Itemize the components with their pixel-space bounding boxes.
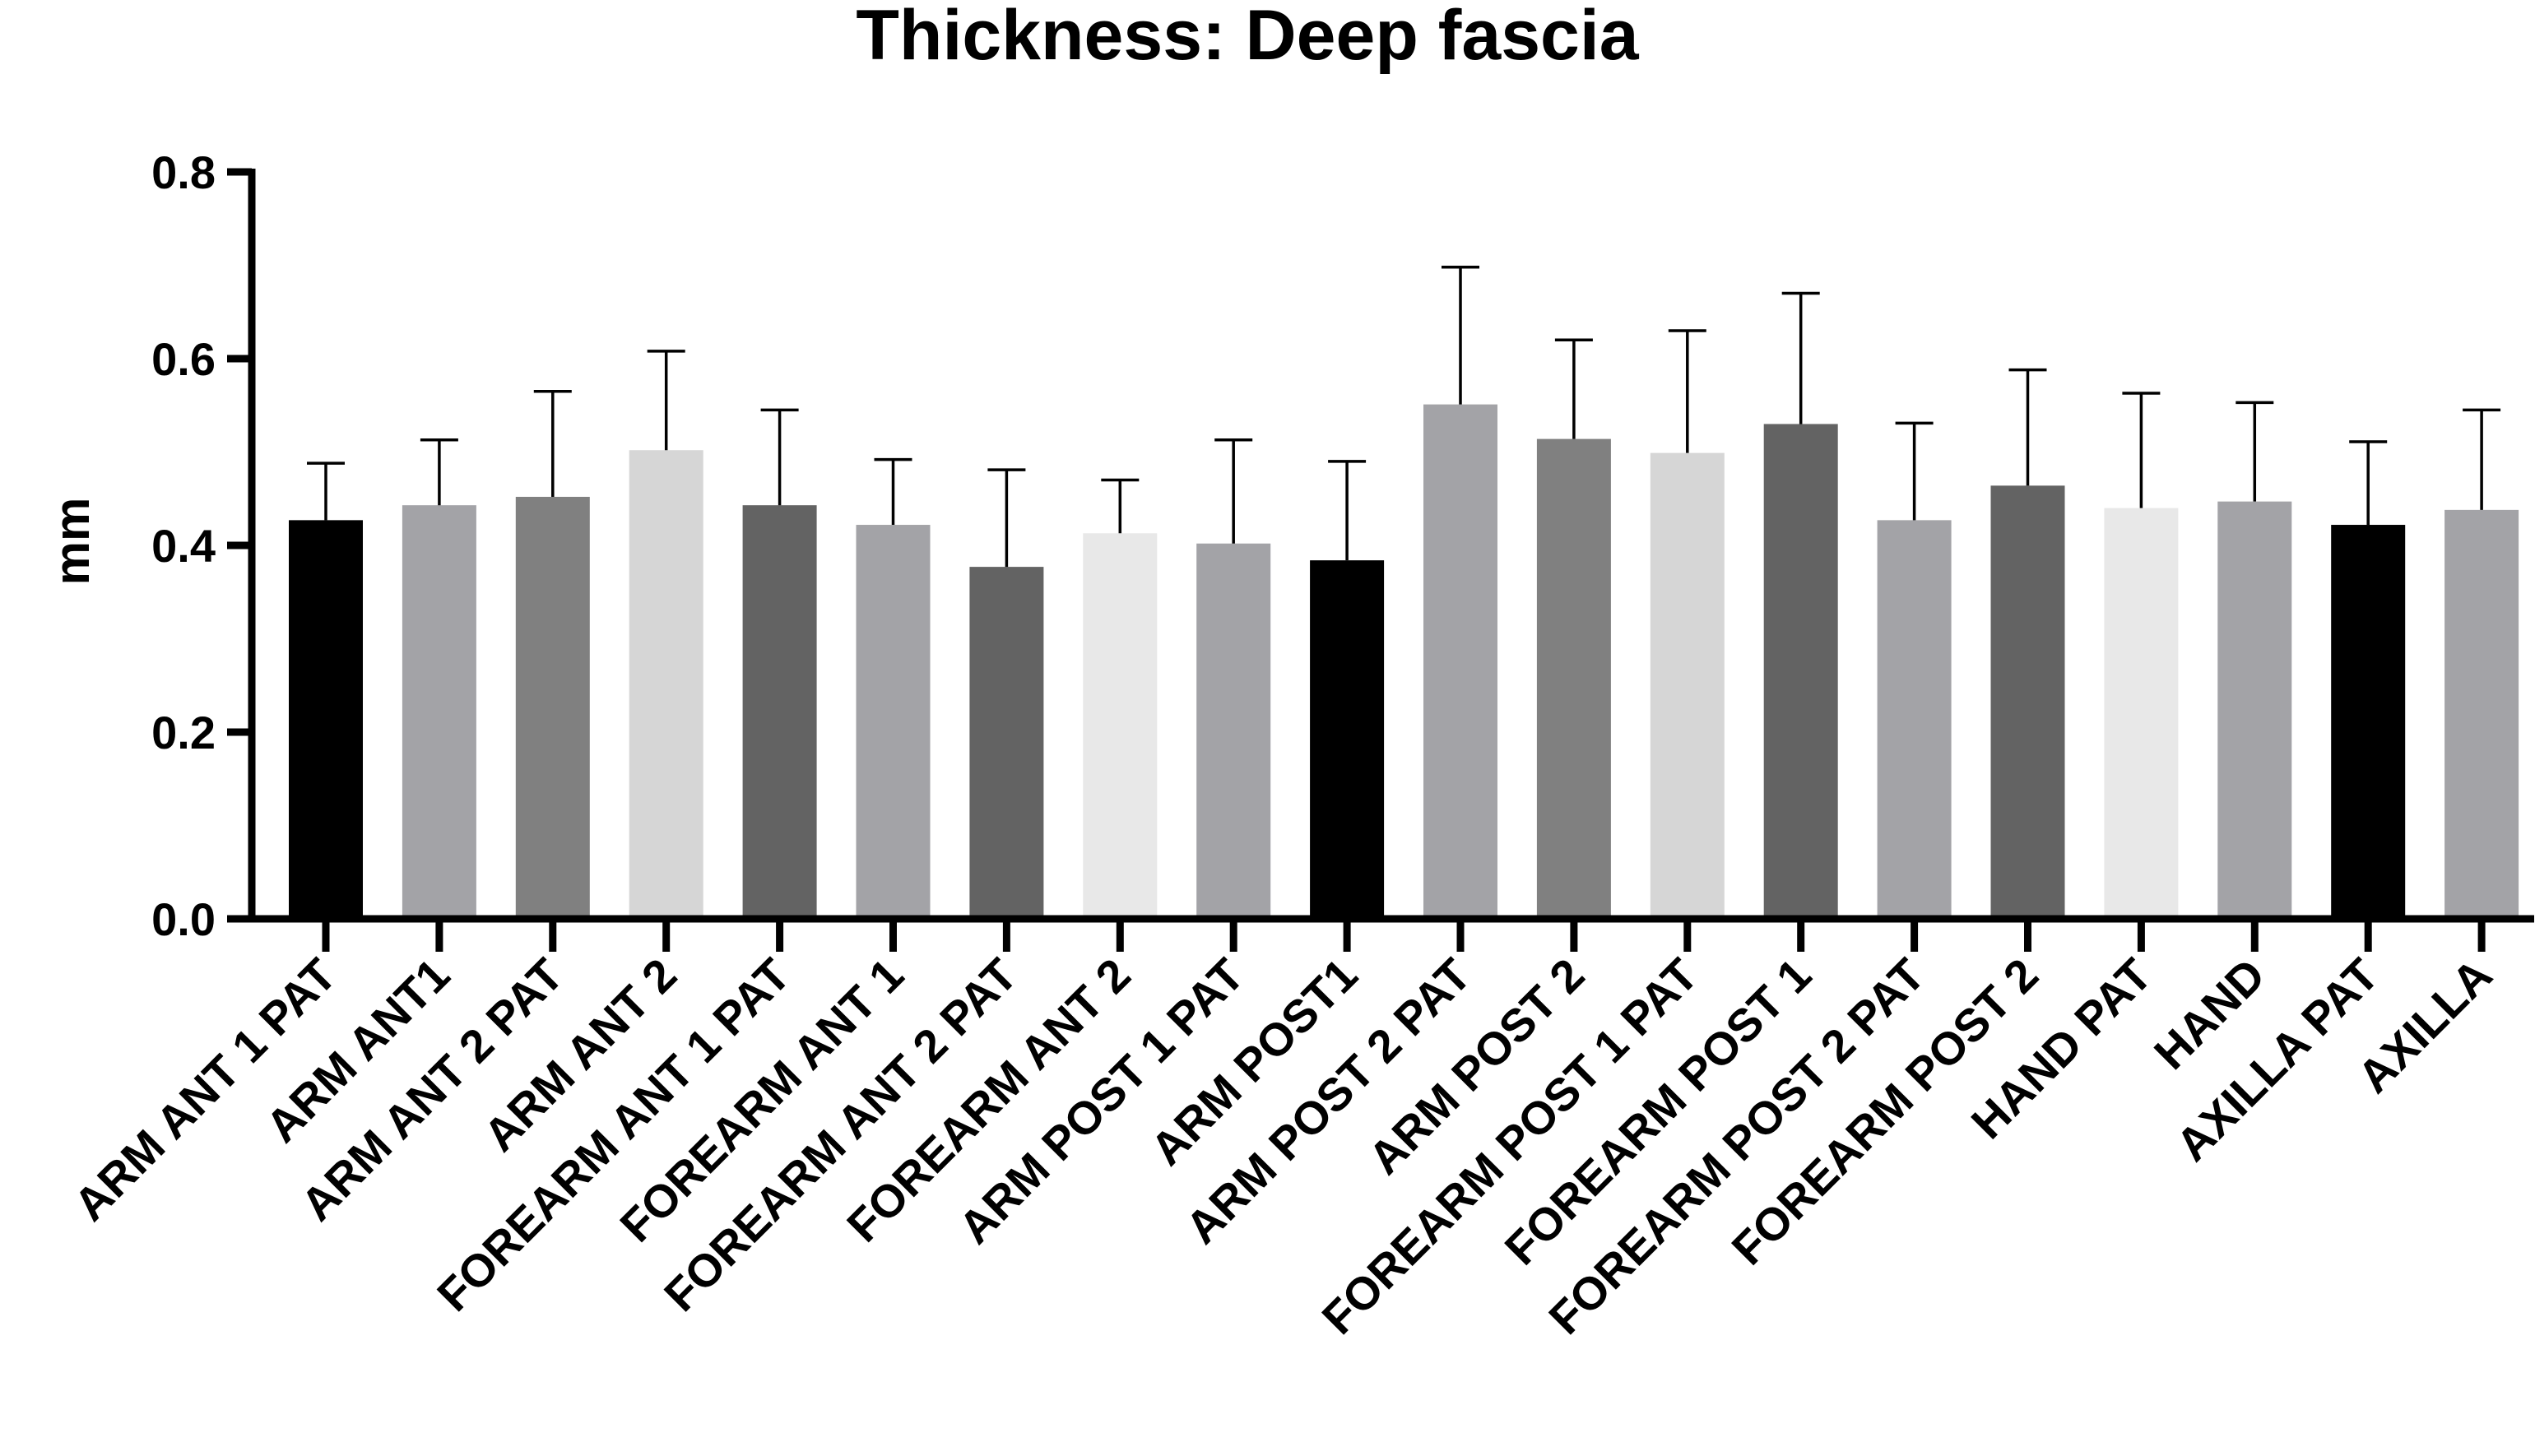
bar bbox=[1196, 543, 1271, 919]
bar bbox=[1083, 533, 1158, 919]
y-tick-label: 0.8 bbox=[151, 146, 216, 198]
error-bar bbox=[2008, 368, 2047, 486]
bar bbox=[1310, 560, 1385, 919]
error-bar bbox=[533, 389, 572, 497]
error-bar bbox=[987, 468, 1026, 568]
bar bbox=[1763, 424, 1838, 919]
bar bbox=[1650, 452, 1725, 919]
bar bbox=[402, 505, 476, 919]
error-bar bbox=[1668, 329, 1706, 453]
bars-layer bbox=[289, 404, 2519, 919]
error-bar bbox=[1781, 291, 1820, 424]
bar bbox=[1536, 438, 1611, 919]
bar bbox=[2217, 501, 2292, 919]
error-bar bbox=[420, 438, 458, 506]
y-tick-label: 0.2 bbox=[151, 707, 216, 758]
error-bar bbox=[1328, 460, 1367, 561]
bar bbox=[2444, 509, 2519, 919]
error-bar bbox=[2122, 392, 2161, 508]
error-bar bbox=[2349, 440, 2388, 526]
error-bar bbox=[1554, 338, 1593, 439]
y-axis-label: mm bbox=[44, 498, 100, 586]
error-bar bbox=[1442, 266, 1479, 405]
bar bbox=[1423, 404, 1497, 919]
error-bar bbox=[647, 350, 685, 451]
chart-title: Thickness: Deep fascia bbox=[856, 0, 1639, 75]
axes-layer bbox=[248, 169, 2534, 923]
error-bar bbox=[2463, 408, 2501, 510]
y-tick-label: 0.4 bbox=[151, 520, 216, 572]
y-ticks-layer: 0.0 0.2 0.4 0.6 0.8 bbox=[151, 146, 252, 945]
bar bbox=[969, 567, 1044, 919]
bar bbox=[1990, 485, 2065, 919]
y-tick-label: 0.6 bbox=[151, 333, 216, 385]
y-tick-label: 0.0 bbox=[151, 893, 216, 945]
error-bar bbox=[874, 457, 912, 526]
error-bar bbox=[1214, 438, 1253, 544]
error-bars-layer bbox=[307, 266, 2501, 568]
bar bbox=[289, 520, 363, 919]
bar bbox=[856, 525, 931, 919]
error-bar bbox=[307, 461, 345, 521]
bar bbox=[742, 505, 817, 919]
error-bar bbox=[760, 408, 799, 506]
bar bbox=[1877, 520, 1952, 919]
error-bar bbox=[1895, 421, 1934, 521]
bar bbox=[2331, 525, 2406, 919]
error-bar bbox=[2236, 401, 2274, 502]
bar bbox=[2104, 508, 2179, 919]
error-bar bbox=[1101, 478, 1140, 534]
bar bbox=[629, 450, 703, 919]
bar bbox=[515, 496, 590, 919]
